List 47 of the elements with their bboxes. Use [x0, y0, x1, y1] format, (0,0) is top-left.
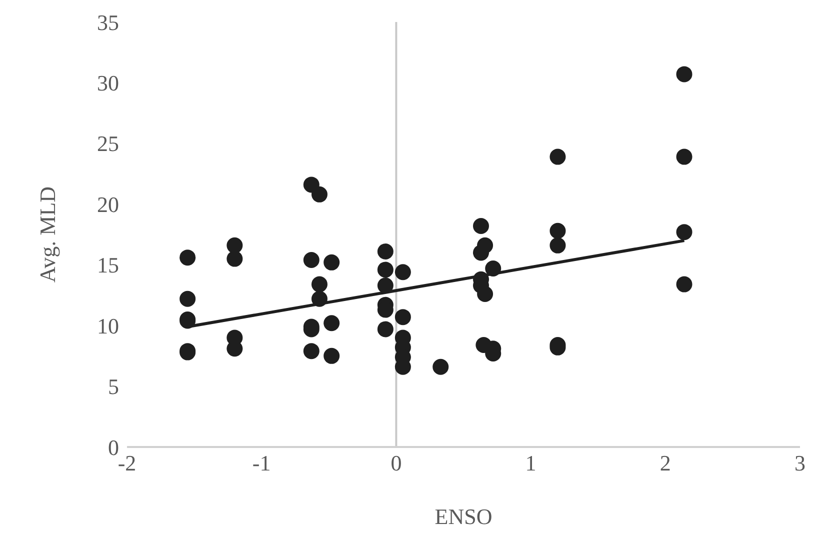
point — [311, 276, 328, 292]
y-tick-label: 20 — [97, 192, 119, 217]
point — [476, 337, 492, 353]
point — [303, 252, 320, 268]
point — [485, 260, 502, 276]
y-tick-label: 10 — [97, 313, 119, 338]
point — [550, 237, 566, 254]
point — [477, 286, 494, 302]
point — [676, 276, 692, 292]
y-tick-label: 25 — [97, 131, 119, 156]
x-tick-label: 0 — [390, 450, 402, 476]
x-axis-title: ENSO — [434, 504, 492, 529]
point — [432, 358, 449, 375]
x-tick-label: -2 — [118, 450, 136, 476]
x-tick-label: -1 — [252, 450, 271, 476]
y-tick-label: 15 — [97, 252, 119, 278]
point — [473, 218, 489, 234]
point — [676, 148, 692, 165]
point — [377, 262, 394, 278]
point — [324, 254, 340, 270]
point — [676, 66, 692, 82]
point — [324, 315, 340, 332]
point — [377, 244, 394, 260]
y-tick-label: 30 — [97, 70, 119, 96]
point — [180, 250, 196, 266]
point — [324, 348, 340, 364]
point — [550, 222, 566, 239]
y-tick-label: 0 — [108, 434, 119, 460]
x-tick-label: 2 — [660, 450, 671, 476]
point — [226, 237, 243, 254]
point — [226, 250, 243, 267]
point — [303, 343, 320, 360]
point — [311, 186, 328, 202]
point — [311, 290, 328, 307]
point — [394, 309, 411, 326]
x-tick-label: 3 — [794, 450, 806, 476]
y-tick-label: 5 — [108, 374, 119, 400]
point — [477, 237, 494, 254]
point — [394, 264, 411, 280]
x-tick-label: 1 — [525, 450, 536, 476]
y-axis-title: Avg. MLD — [34, 186, 60, 283]
point — [377, 278, 394, 294]
point — [550, 148, 566, 165]
point — [377, 321, 394, 338]
point — [180, 290, 196, 307]
point — [676, 224, 692, 240]
y-tick-label: 35 — [97, 10, 119, 35]
